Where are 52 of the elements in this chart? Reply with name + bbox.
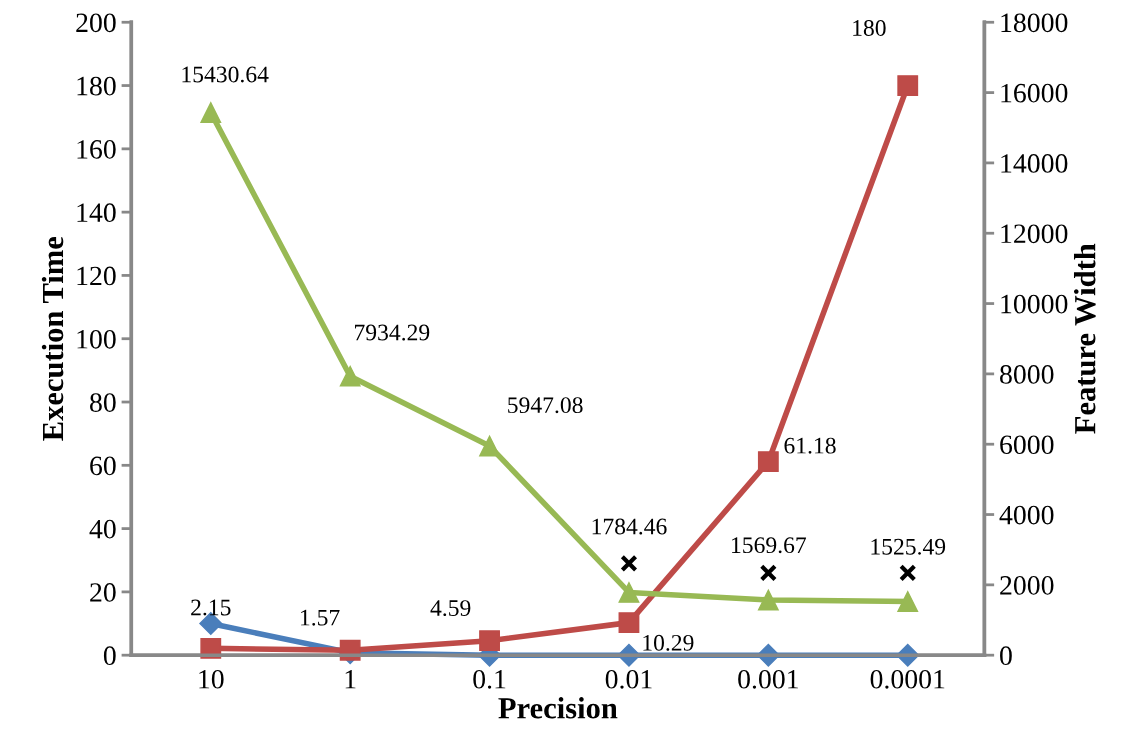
y-tick-label: 120 (77, 266, 116, 286)
data-label: 7934.29 (355, 324, 430, 341)
y2-tick-label: 6000 (1000, 435, 1054, 455)
y2-tick-label: 4000 (999, 505, 1054, 525)
y2-axis-title: Feature Width (1073, 243, 1096, 434)
data-label: 2.15 (191, 599, 231, 616)
data-label: 1525.49 (871, 538, 946, 555)
point (339, 365, 361, 387)
data-label: 4.59 (430, 600, 471, 617)
y2-tick-label: 8000 (1000, 365, 1054, 384)
y-tick-label: 180 (77, 76, 116, 96)
x-tick-label: 10 (199, 669, 224, 689)
data-label: 61.18 (784, 437, 836, 454)
x-tick-label: 0.01 (605, 669, 652, 689)
point (757, 451, 779, 472)
point (200, 102, 222, 124)
x-tick-label: 0.1 (473, 669, 506, 689)
x-tick-label: 1 (345, 670, 356, 689)
y-tick-label: 60 (90, 456, 116, 476)
x-tick-label: 0.001 (738, 669, 798, 689)
y2-tick-label: 10000 (1001, 294, 1068, 314)
y2-tick-label: 0 (1000, 646, 1012, 666)
y2-tick-label: 14000 (1001, 154, 1068, 173)
y-tick-label: 80 (90, 393, 116, 412)
point (479, 630, 500, 652)
point (479, 435, 500, 457)
y-tick-label: 40 (89, 519, 116, 539)
data-label: 1784.46 (592, 518, 667, 535)
data-label: 15430.64 (182, 66, 269, 83)
point (897, 591, 919, 612)
point (618, 612, 640, 634)
point (618, 582, 640, 603)
y-tick-label: 200 (76, 13, 116, 33)
point (897, 75, 919, 96)
y-tick-label: 160 (77, 140, 116, 159)
y-tick-label: 0 (103, 646, 116, 666)
y-tick-label: 20 (90, 583, 116, 602)
y2-tick-label: 18000 (1001, 13, 1068, 33)
x-tick-label: 0.0001 (870, 669, 945, 689)
x-axis-title: Precision (498, 697, 618, 719)
y-tick-label: 140 (77, 203, 116, 223)
y-axis-title: Execution Time (41, 236, 64, 441)
data-label: 5947.08 (508, 397, 583, 414)
y2-tick-label: 12000 (1001, 224, 1068, 244)
data-label: 10.29 (643, 634, 694, 651)
data-label: 1.57 (301, 609, 340, 626)
y2-tick-label: 2000 (1000, 576, 1054, 595)
y-tick-label: 100 (77, 329, 116, 349)
y2-tick-label: 16000 (1001, 83, 1068, 103)
point (757, 589, 779, 611)
data-label: 1569.67 (732, 537, 807, 554)
data-label: 180 (853, 19, 886, 36)
